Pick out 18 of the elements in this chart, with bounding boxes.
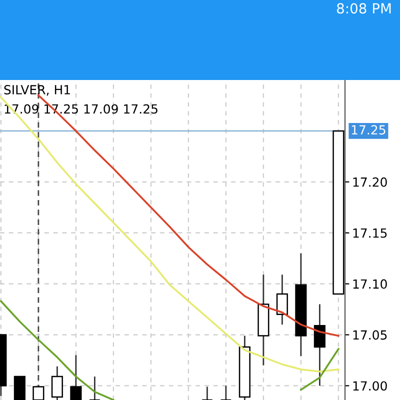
candlestick (51, 366, 63, 400)
candlestick (276, 274, 288, 326)
candlestick (14, 376, 26, 400)
y-tick-label: 17.05 (353, 330, 387, 340)
chart-title: SILVER, H1 (4, 85, 70, 96)
candlestick (32, 385, 44, 400)
y-tick-label: 17.20 (353, 177, 387, 187)
candlestick (201, 386, 213, 400)
candlestick (314, 304, 326, 386)
y-tick-label: 17.00 (353, 381, 387, 391)
candlestick (220, 385, 232, 400)
candlestick (70, 354, 82, 400)
y-tick-label: 17.10 (353, 279, 387, 289)
y-tick-label: 17.15 (353, 228, 387, 238)
line-series (0, 96, 340, 372)
ref-line-label: 17.25 (352, 125, 386, 135)
candlestick (88, 376, 100, 400)
text: 8:08 PM (336, 3, 391, 14)
